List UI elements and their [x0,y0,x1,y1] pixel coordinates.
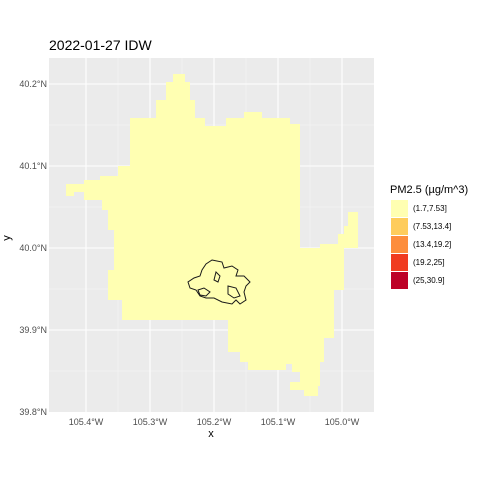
boundary-outline [187,259,251,305]
y-axis-label: y [0,235,13,241]
x-tick-label: 105.2°W [196,417,232,427]
legend-label: (13.4,19.2] [413,240,452,249]
y-tick-label: 40.0°N [19,243,47,253]
plot-title: 2022-01-27 IDW [49,37,152,53]
x-tick-label: 105.1°W [260,417,296,427]
legend-swatch [391,236,408,253]
idw-raster-region [66,74,358,396]
x-tick-label: 105.3°W [132,417,168,427]
x-tick-label: 105.0°W [324,417,360,427]
legend-title: PM2.5 (µg/m^3) [390,184,469,196]
legend-label: (19.2,25] [413,258,445,267]
legend-swatch [391,254,408,271]
legend-item: (19.2,25] [391,254,445,271]
legend-label: (1.7,7.53] [413,204,447,213]
x-axis-label: x [208,428,214,440]
y-tick-label: 40.2°N [19,79,47,89]
legend-swatch [391,200,408,217]
legend-item: (1.7,7.53] [391,200,447,217]
y-tick-label: 40.1°N [19,161,47,171]
legend-label: (25,30.9] [413,276,445,285]
legend-item: (25,30.9] [391,272,445,289]
legend-swatch [391,272,408,289]
legend-item: (13.4,19.2] [391,236,451,253]
x-tick-label: 105.4°W [68,417,104,427]
y-tick-label: 39.8°N [19,407,47,417]
legend-swatch [391,218,408,235]
y-tick-label: 39.9°N [19,325,47,335]
legend-item: (7.53,13.4] [391,218,451,235]
legend-label: (7.53,13.4] [413,222,452,231]
